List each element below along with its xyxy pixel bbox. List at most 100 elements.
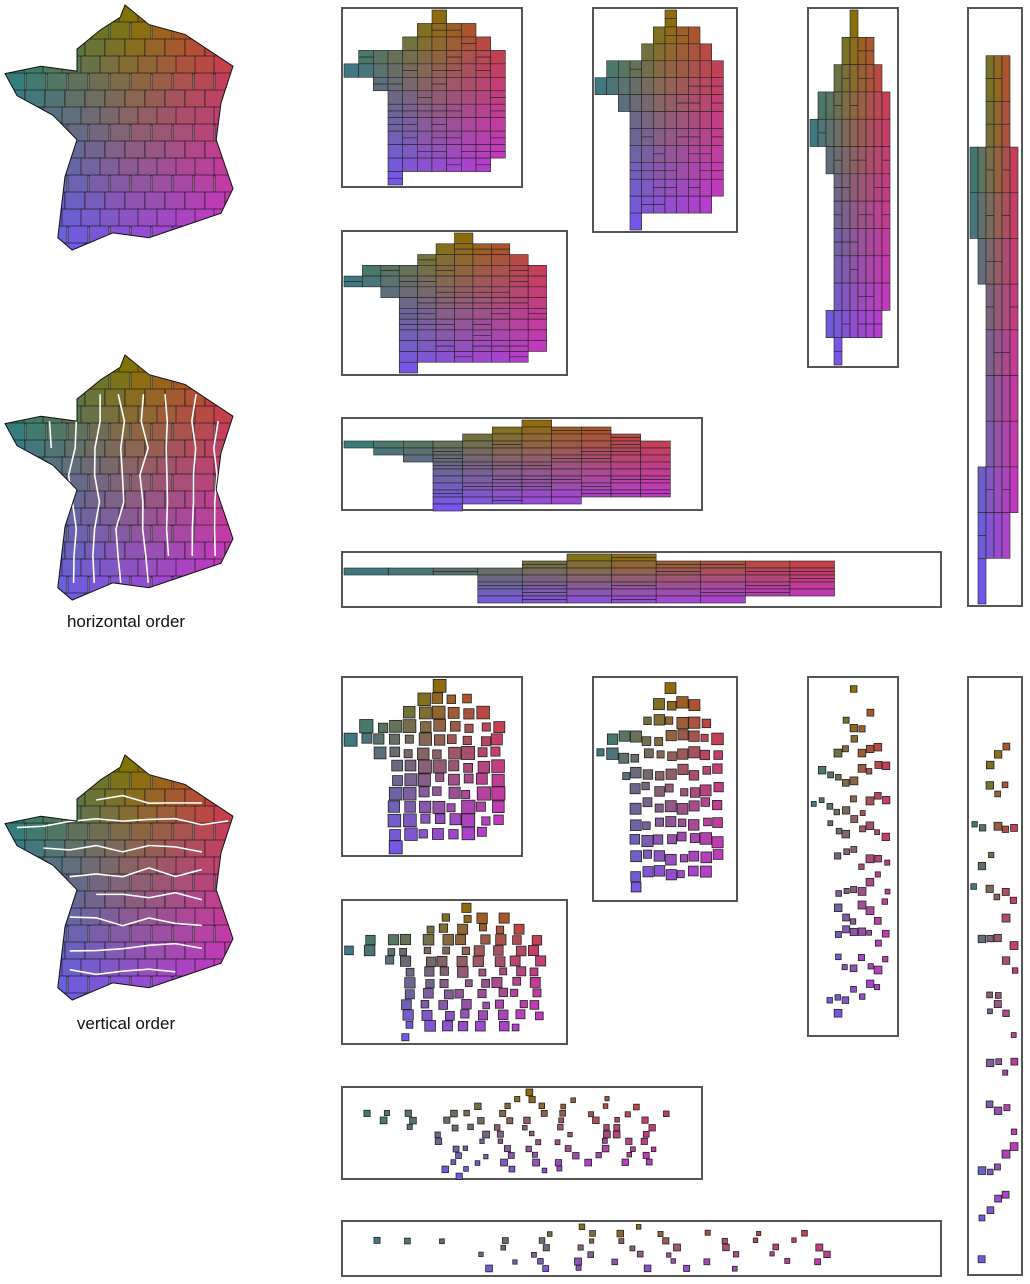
tile <box>643 716 652 725</box>
tile <box>491 345 511 352</box>
tile <box>865 821 875 831</box>
tile <box>581 454 612 459</box>
tile <box>492 475 523 480</box>
tile <box>498 987 508 998</box>
tile <box>882 956 889 963</box>
tile <box>993 420 1003 468</box>
region <box>151 924 173 944</box>
tile <box>476 826 487 837</box>
tile <box>463 1109 470 1117</box>
tile <box>477 760 491 774</box>
region <box>124 38 146 58</box>
region <box>224 242 233 250</box>
tile <box>873 917 882 925</box>
tile <box>688 128 701 138</box>
tile <box>461 117 477 132</box>
tile <box>636 1250 644 1258</box>
tile <box>566 560 612 569</box>
tile <box>461 144 477 152</box>
region <box>44 592 66 600</box>
tile <box>611 595 657 600</box>
tile <box>521 433 552 442</box>
tile <box>699 170 712 180</box>
region <box>214 225 233 245</box>
tile <box>446 803 456 813</box>
tile <box>857 91 867 120</box>
region <box>172 72 194 92</box>
tile <box>455 934 467 946</box>
tile <box>985 489 995 513</box>
region <box>99 355 121 374</box>
region <box>175 55 197 75</box>
tile <box>508 1165 516 1173</box>
region <box>137 355 159 374</box>
tile <box>472 302 492 309</box>
tile <box>472 291 492 298</box>
region <box>224 89 233 109</box>
tile <box>403 813 417 828</box>
tile <box>431 117 447 125</box>
region <box>193 123 215 143</box>
tile <box>476 705 490 720</box>
tile <box>495 925 505 934</box>
region <box>23 558 45 578</box>
region <box>104 140 126 160</box>
tile <box>463 914 472 923</box>
tile <box>417 130 433 145</box>
tile <box>664 145 677 163</box>
region <box>84 839 106 859</box>
tile <box>1001 956 1011 965</box>
tile <box>492 479 523 484</box>
tile <box>993 238 1003 262</box>
tile <box>676 162 689 180</box>
tile <box>629 77 642 95</box>
tile <box>472 286 492 293</box>
tile <box>630 819 642 832</box>
tile <box>849 255 859 270</box>
region <box>25 524 47 544</box>
tile <box>881 91 891 120</box>
tile <box>700 574 746 583</box>
tile <box>653 204 666 214</box>
tile <box>874 829 880 836</box>
tile <box>431 130 447 139</box>
region <box>5 371 26 391</box>
region <box>193 225 215 245</box>
tile <box>985 169 995 194</box>
tile <box>431 36 447 51</box>
region <box>175 157 197 177</box>
tile <box>865 255 875 284</box>
region <box>224 941 233 961</box>
tile <box>653 94 666 112</box>
tile <box>461 946 470 955</box>
tile <box>629 178 642 197</box>
region <box>84 140 106 160</box>
tile <box>490 117 506 132</box>
region <box>42 907 64 927</box>
tile <box>476 786 491 801</box>
tile <box>522 595 568 600</box>
tile <box>873 742 883 752</box>
region <box>99 5 121 24</box>
tile <box>417 144 433 152</box>
region <box>214 771 233 791</box>
region <box>5 507 26 527</box>
tile <box>865 200 875 216</box>
tile <box>431 63 447 71</box>
tile <box>711 94 724 104</box>
tile <box>491 291 511 298</box>
tile <box>472 248 492 255</box>
region <box>236 22 256 40</box>
tile <box>640 482 671 491</box>
tile <box>993 101 1003 125</box>
tile <box>640 493 671 498</box>
region <box>193 371 215 391</box>
region <box>224 788 233 808</box>
region <box>124 541 146 561</box>
tile <box>435 351 455 363</box>
tile <box>511 1023 520 1032</box>
region <box>61 355 83 374</box>
tile <box>538 1102 546 1110</box>
tile <box>653 145 666 155</box>
tile <box>712 799 723 811</box>
